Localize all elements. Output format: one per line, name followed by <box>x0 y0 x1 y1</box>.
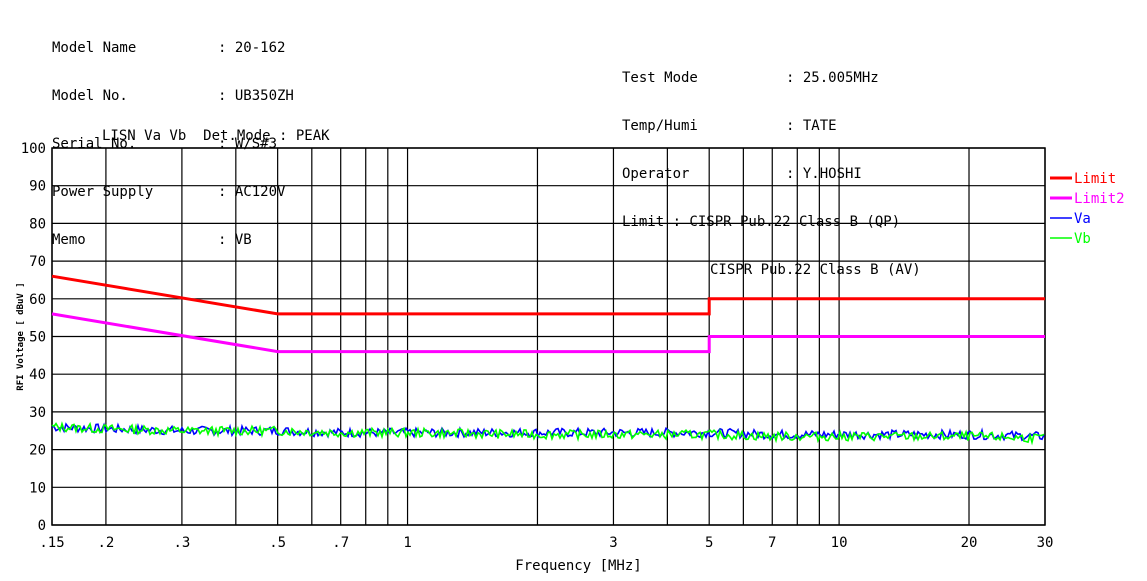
y-tick-label: 90 <box>29 179 46 195</box>
header-label: Memo <box>52 232 86 248</box>
y-tick-label: 20 <box>29 443 46 459</box>
header-row-power-supply: Power Supply : AC120V <box>52 184 294 200</box>
x-tick-label: .5 <box>269 535 286 551</box>
x-tick-label: .15 <box>39 535 64 551</box>
header-value: : VB <box>218 232 252 248</box>
header-row-model-no: Model No. : UB350ZH <box>52 88 294 104</box>
series-limit-line <box>51 274 1045 316</box>
limit-line-av: CISPR Pub.22 Class B (AV) <box>710 262 921 278</box>
x-tick-label: 7 <box>768 535 776 551</box>
y-tick-label: 70 <box>29 254 46 270</box>
header-label: Test Mode <box>622 70 698 86</box>
lisn-line: LISN Va Vb Det.Mode : PEAK <box>102 128 330 144</box>
y-tick-label: 80 <box>29 216 46 232</box>
x-tick-label: 20 <box>961 535 978 551</box>
header-value: : Y.HOSHI <box>786 166 862 182</box>
x-tick-label: 3 <box>609 535 617 551</box>
y-tick-label: 40 <box>29 367 46 383</box>
x-tick-label: 10 <box>831 535 848 551</box>
header-row-test-mode: Test Mode : 25.005MHz <box>622 70 921 86</box>
header-row-memo: Memo : VB <box>52 232 294 248</box>
header-label: Operator <box>622 166 690 182</box>
x-tick-label: .3 <box>173 535 190 551</box>
legend-label: Va <box>1074 211 1091 227</box>
y-tick-label: 60 <box>29 292 46 308</box>
y-axis-title: RFI Voltage [ dBuV ] <box>16 282 26 390</box>
limit-line-qp: Limit : CISPR Pub.22 Class B (QP) <box>622 214 901 230</box>
header-row-temp-humi: Temp/Humi : TATE <box>622 118 921 134</box>
series-limit2-line <box>51 312 1045 354</box>
y-tick-label: 10 <box>29 480 46 496</box>
legend-label: Limit <box>1074 171 1116 187</box>
legend-label: Vb <box>1074 231 1091 247</box>
x-axis-title: Frequency [MHz] <box>515 558 641 574</box>
x-tick-label: 5 <box>705 535 713 551</box>
x-tick-label: 30 <box>1037 535 1054 551</box>
header-value: : 20-162 <box>218 40 286 56</box>
header-row-model-name: Model Name : 20-162 <box>52 40 294 56</box>
header-value: : UB350ZH <box>218 88 294 104</box>
y-tick-label: 30 <box>29 405 46 421</box>
header-value: : TATE <box>786 118 837 134</box>
header-label: Power Supply <box>52 184 154 200</box>
header-label: Model No. <box>52 88 128 104</box>
header-right: Test Mode : 25.005MHz Temp/Humi : TATE Ope… <box>622 38 921 294</box>
header-label: Temp/Humi <box>622 118 698 134</box>
y-tick-label: 50 <box>29 330 46 346</box>
header-value: : 25.005MHz <box>786 70 879 86</box>
y-tick-label: 0 <box>38 518 46 534</box>
x-tick-label: .7 <box>332 535 349 551</box>
legend-label: Limit2 <box>1074 191 1125 207</box>
series-vb-line <box>51 421 1045 446</box>
header-value: : AC120V <box>218 184 286 200</box>
header-row-operator: Operator : Y.HOSHI <box>622 166 921 182</box>
header-label: Model Name <box>52 40 137 56</box>
x-tick-label: 1 <box>403 535 411 551</box>
y-tick-label: 100 <box>21 141 46 157</box>
x-tick-label: .2 <box>97 535 114 551</box>
